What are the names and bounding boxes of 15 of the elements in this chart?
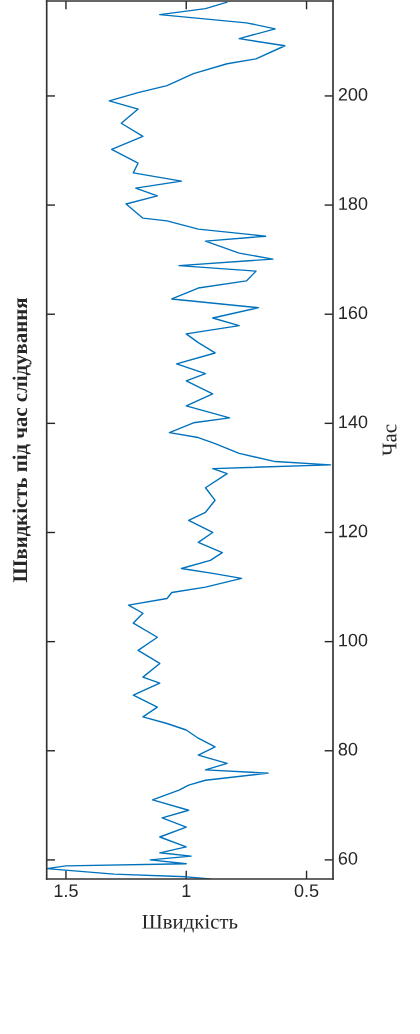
y-axis-title: Час [382,424,397,456]
y-tick-label: 120 [339,524,368,538]
x-tick-label: 0.5 [294,884,319,898]
x-tick-label: 1 [182,884,191,897]
x-axis-title: Швидкість [142,914,238,933]
y-tick-label: 140 [339,415,368,429]
y-tick-label: 80 [338,742,358,756]
y-tick-label: 60 [338,851,358,865]
x-tick-label: 1.5 [54,884,78,898]
y-tick-label: 200 [338,88,368,101]
y-tick-label: 180 [339,197,368,210]
y-tick-label: 100 [339,633,368,647]
line-series [46,1,332,879]
text: Швидкість під час слідування [12,298,32,583]
y-tick-label: 160 [339,306,368,320]
